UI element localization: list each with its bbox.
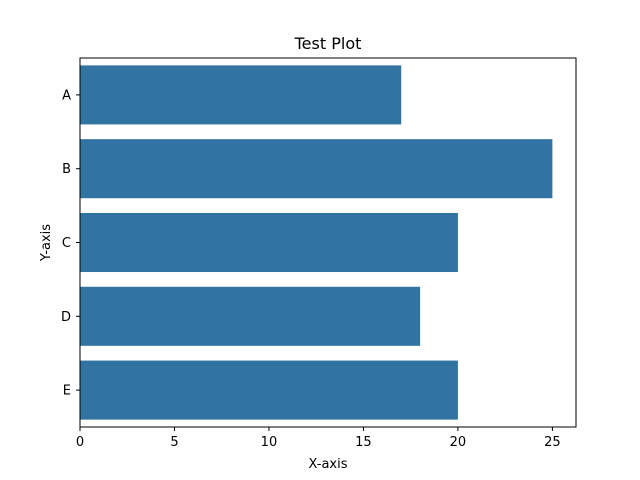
y-ticks: A B C D E — [61, 88, 80, 399]
x-tick-label: 0 — [76, 435, 84, 450]
y-tick-label: C — [62, 236, 71, 251]
x-tick-label: 15 — [355, 435, 372, 450]
x-tick-label: 25 — [544, 435, 561, 450]
chart-title: Test Plot — [294, 34, 362, 53]
x-tick-label: 20 — [450, 435, 467, 450]
x-tick-label: 5 — [170, 435, 178, 450]
bar-C — [80, 212, 458, 273]
plot-frame — [79, 57, 577, 428]
bar-E — [80, 360, 458, 420]
y-tick-label: D — [61, 310, 71, 325]
bar-D — [80, 286, 421, 346]
x-ticks: 0 5 10 15 20 25 — [76, 427, 561, 450]
y-tick-label: B — [62, 162, 71, 177]
y-axis-label: Y-axis — [39, 224, 54, 262]
y-tick-label: E — [63, 384, 71, 399]
y-tick-label: A — [62, 88, 71, 103]
x-tick-label: 10 — [261, 435, 278, 450]
bar-B — [80, 139, 553, 199]
x-axis-label: X-axis — [309, 457, 348, 472]
bars-group — [80, 65, 553, 420]
bar-A — [80, 65, 402, 125]
